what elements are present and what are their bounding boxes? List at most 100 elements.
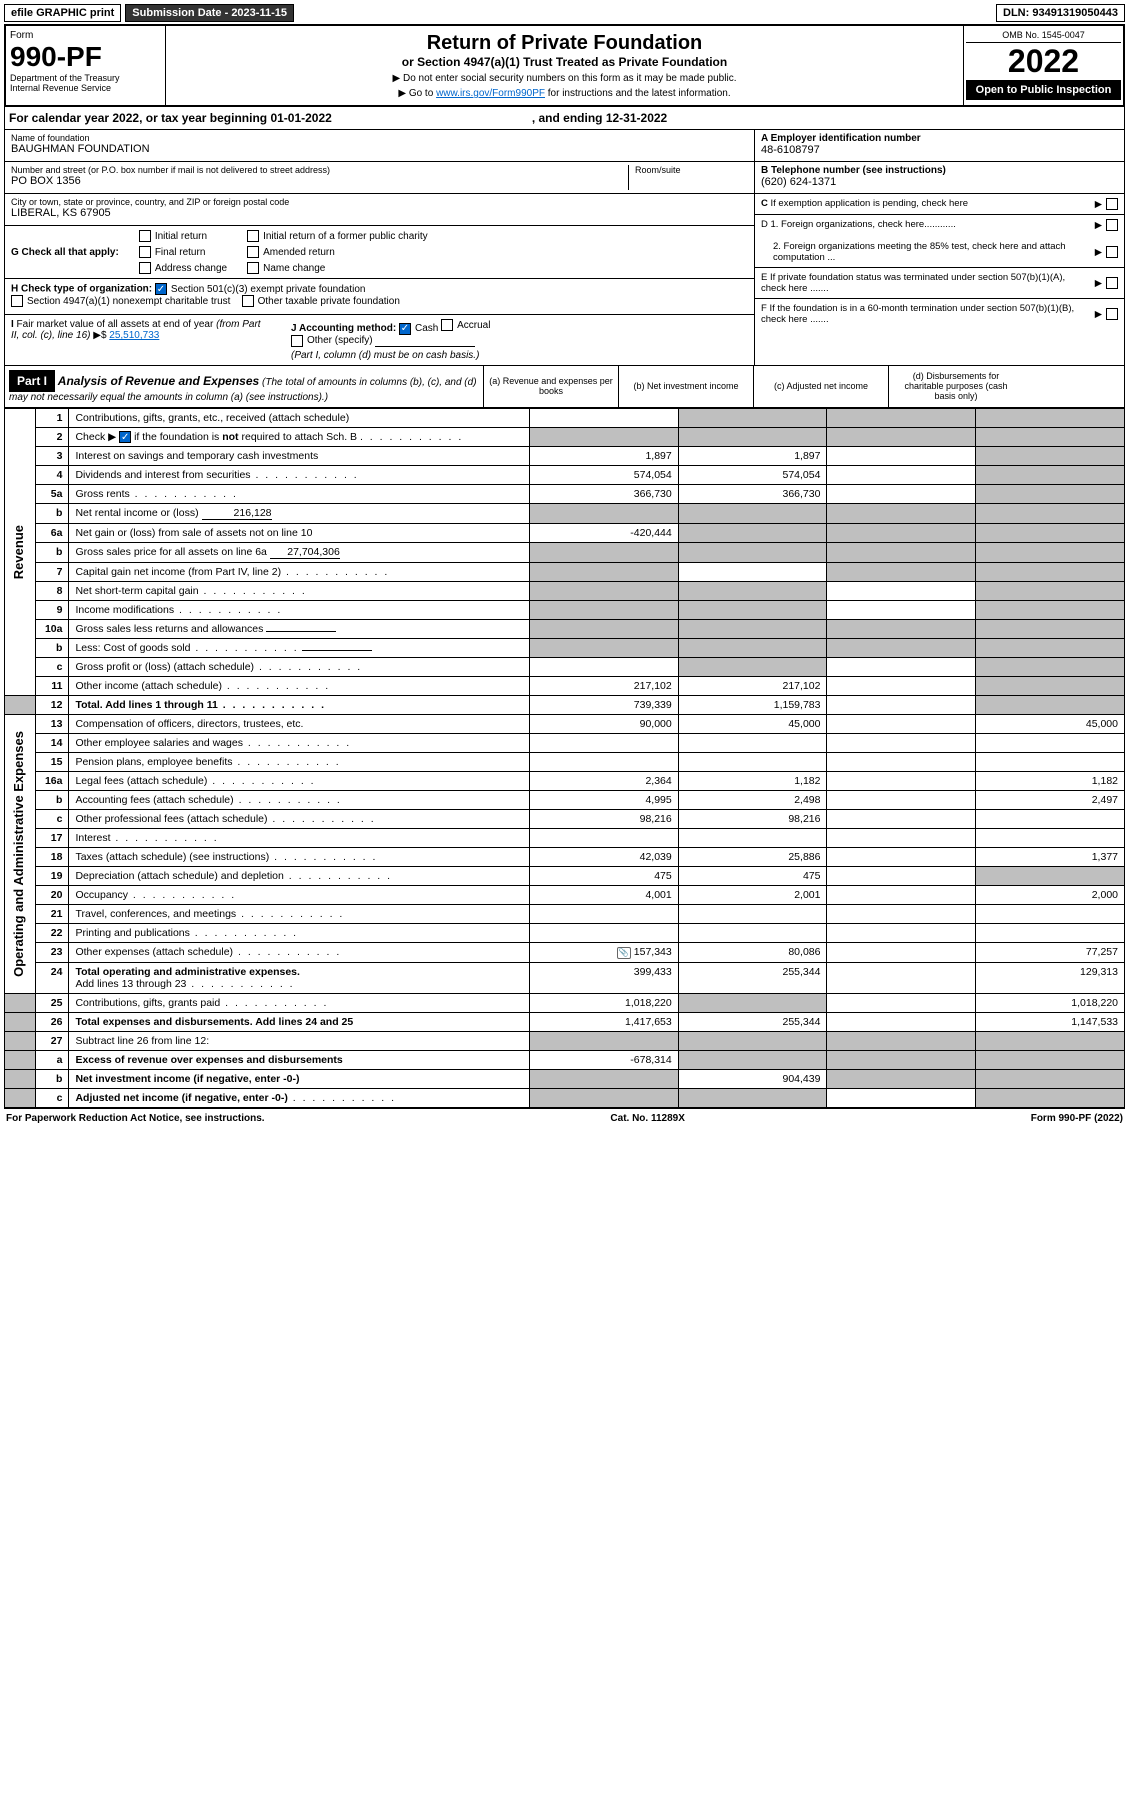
form-header: Form 990-PF Department of the TreasuryIn… <box>4 24 1125 107</box>
cb-c[interactable] <box>1106 198 1118 210</box>
line-7: 7Capital gain net income (from Part IV, … <box>5 563 1125 582</box>
line-5a: 5aGross rents366,730366,730 <box>5 485 1125 504</box>
f-text: F If the foundation is in a 60-month ter… <box>761 303 1089 325</box>
col-b-head: (b) Net investment income <box>618 366 753 407</box>
header-center: Return of Private Foundation or Section … <box>166 26 963 105</box>
city-value: LIBERAL, KS 67905 <box>11 207 748 219</box>
top-bar: efile GRAPHIC print Submission Date - 20… <box>4 4 1125 22</box>
info-right: A Employer identification number 48-6108… <box>754 130 1124 365</box>
cb-initial-return[interactable]: Initial return <box>139 230 227 242</box>
foundation-name: BAUGHMAN FOUNDATION <box>11 143 748 155</box>
tax-year: 2022 <box>966 43 1121 80</box>
submission-date: Submission Date - 2023-11-15 <box>125 4 294 22</box>
line-18: 18Taxes (attach schedule) (see instructi… <box>5 848 1125 867</box>
cb-d1[interactable] <box>1106 219 1118 231</box>
line-10c: cGross profit or (loss) (attach schedule… <box>5 658 1125 677</box>
line-8: 8Net short-term capital gain <box>5 582 1125 601</box>
cb-amended[interactable]: Amended return <box>247 246 428 258</box>
line-10a: 10aGross sales less returns and allowanc… <box>5 620 1125 639</box>
line-27b: bNet investment income (if negative, ent… <box>5 1070 1125 1089</box>
form-label: Form <box>10 30 161 41</box>
part1-header-row: Part I Analysis of Revenue and Expenses … <box>4 366 1125 408</box>
form-title: Return of Private Foundation <box>172 32 957 55</box>
cb-e[interactable] <box>1106 277 1118 289</box>
inspection-label: Open to Public Inspection <box>966 80 1121 100</box>
header-left: Form 990-PF Department of the TreasuryIn… <box>6 26 166 105</box>
cb-name-change[interactable]: Name change <box>247 262 428 274</box>
line-23: 23Other expenses (attach schedule)📎 157,… <box>5 943 1125 963</box>
calendar-end: , and ending 12-31-2022 <box>532 111 667 125</box>
attachment-icon[interactable]: 📎 <box>617 947 631 959</box>
cb-sch-b[interactable]: ✓ <box>119 431 131 443</box>
line-15: 15Pension plans, employee benefits <box>5 753 1125 772</box>
line-16b: bAccounting fees (attach schedule)4,9952… <box>5 791 1125 810</box>
phone-value: (620) 624-1371 <box>761 176 1118 188</box>
instr-link[interactable]: www.irs.gov/Form990PF <box>436 88 545 99</box>
line-27a: aExcess of revenue over expenses and dis… <box>5 1051 1125 1070</box>
line-12: 12Total. Add lines 1 through 11739,3391,… <box>5 696 1125 715</box>
info-grid: Name of foundation BAUGHMAN FOUNDATION N… <box>4 130 1125 366</box>
col-a-head: (a) Revenue and expenses per books <box>483 366 618 407</box>
phone-cell: B Telephone number (see instructions) (6… <box>755 162 1124 194</box>
line-27: 27Subtract line 26 from line 12: <box>5 1032 1125 1051</box>
address-value: PO BOX 1356 <box>11 175 628 187</box>
ein-value: 48-6108797 <box>761 144 1118 156</box>
omb-number: OMB No. 1545-0047 <box>966 28 1121 43</box>
dept-label: Department of the TreasuryInternal Reven… <box>10 73 161 93</box>
foundation-name-cell: Name of foundation BAUGHMAN FOUNDATION <box>5 130 754 162</box>
fmv-value[interactable]: 25,510,733 <box>109 330 159 341</box>
line-16a: 16aLegal fees (attach schedule)2,3641,18… <box>5 772 1125 791</box>
calendar-begin: For calendar year 2022, or tax year begi… <box>9 111 332 125</box>
cb-4947[interactable]: Section 4947(a)(1) nonexempt charitable … <box>11 295 230 307</box>
line-19: 19Depreciation (attach schedule) and dep… <box>5 867 1125 886</box>
phone-label: B Telephone number (see instructions) <box>761 165 1118 176</box>
box-d: D 1. Foreign organizations, check here..… <box>755 215 1124 268</box>
city-cell: City or town, state or province, country… <box>5 194 754 226</box>
part1-label: Part I <box>9 370 55 392</box>
line-3: 3Interest on savings and temporary cash … <box>5 447 1125 466</box>
info-left: Name of foundation BAUGHMAN FOUNDATION N… <box>5 130 754 365</box>
cb-d2[interactable] <box>1106 246 1118 258</box>
line-5b: bNet rental income or (loss) 216,128 <box>5 504 1125 524</box>
line-1: Revenue 1Contributions, gifts, grants, e… <box>5 408 1125 427</box>
line-9: 9Income modifications <box>5 601 1125 620</box>
j-label: J Accounting method: <box>291 323 396 334</box>
calendar-year-row: For calendar year 2022, or tax year begi… <box>4 107 1125 130</box>
address-cell: Number and street (or P.O. box number if… <box>5 162 754 194</box>
line-27c: cAdjusted net income (if negative, enter… <box>5 1089 1125 1108</box>
footer-right: Form 990-PF (2022) <box>1031 1113 1123 1124</box>
cb-initial-public[interactable]: Initial return of a former public charit… <box>247 230 428 242</box>
section-g: G Check all that apply: Initial return F… <box>5 226 754 279</box>
line-14: 14Other employee salaries and wages <box>5 734 1125 753</box>
cb-f[interactable] <box>1106 308 1118 320</box>
line-6b: bGross sales price for all assets on lin… <box>5 543 1125 563</box>
part1-title-cell: Part I Analysis of Revenue and Expenses … <box>5 366 483 407</box>
cb-accrual[interactable]: Accrual <box>441 319 490 331</box>
d2-text: 2. Foreign organizations meeting the 85%… <box>761 241 1095 263</box>
form-subtitle: or Section 4947(a)(1) Trust Treated as P… <box>172 55 957 69</box>
line-6a: 6aNet gain or (loss) from sale of assets… <box>5 524 1125 543</box>
instr-1: ▶ Do not enter social security numbers o… <box>172 73 957 84</box>
footer-center: Cat. No. 11289X <box>610 1113 684 1124</box>
d1-text: D 1. Foreign organizations, check here..… <box>761 219 956 231</box>
line-26: 26Total expenses and disbursements. Add … <box>5 1013 1125 1032</box>
cb-final-return[interactable]: Final return <box>139 246 227 258</box>
city-label: City or town, state or province, country… <box>11 197 748 207</box>
address-label: Number and street (or P.O. box number if… <box>11 165 628 175</box>
cb-address-change[interactable]: Address change <box>139 262 227 274</box>
cb-other-taxable[interactable]: Other taxable private foundation <box>242 295 400 307</box>
cb-other-method[interactable]: Other (specify) <box>291 335 373 347</box>
h-label: H Check type of organization: <box>11 284 152 295</box>
ein-cell: A Employer identification number 48-6108… <box>755 130 1124 162</box>
line-17: 17Interest <box>5 829 1125 848</box>
dln-label: DLN: 93491319050443 <box>996 4 1125 22</box>
expenses-label: Operating and Administrative Expenses <box>5 715 36 994</box>
cb-cash[interactable]: ✓Cash <box>399 323 438 335</box>
lines-table: Revenue 1Contributions, gifts, grants, e… <box>4 408 1125 1109</box>
cb-501c3[interactable]: ✓Section 501(c)(3) exempt private founda… <box>155 283 366 295</box>
instr-2: ▶ Go to www.irs.gov/Form990PF for instru… <box>172 88 957 99</box>
line-10b: bLess: Cost of goods sold <box>5 639 1125 658</box>
line-21: 21Travel, conferences, and meetings <box>5 905 1125 924</box>
line-2: 2Check ▶ ✓ if the foundation is not requ… <box>5 427 1125 447</box>
line-24: 24Total operating and administrative exp… <box>5 963 1125 994</box>
